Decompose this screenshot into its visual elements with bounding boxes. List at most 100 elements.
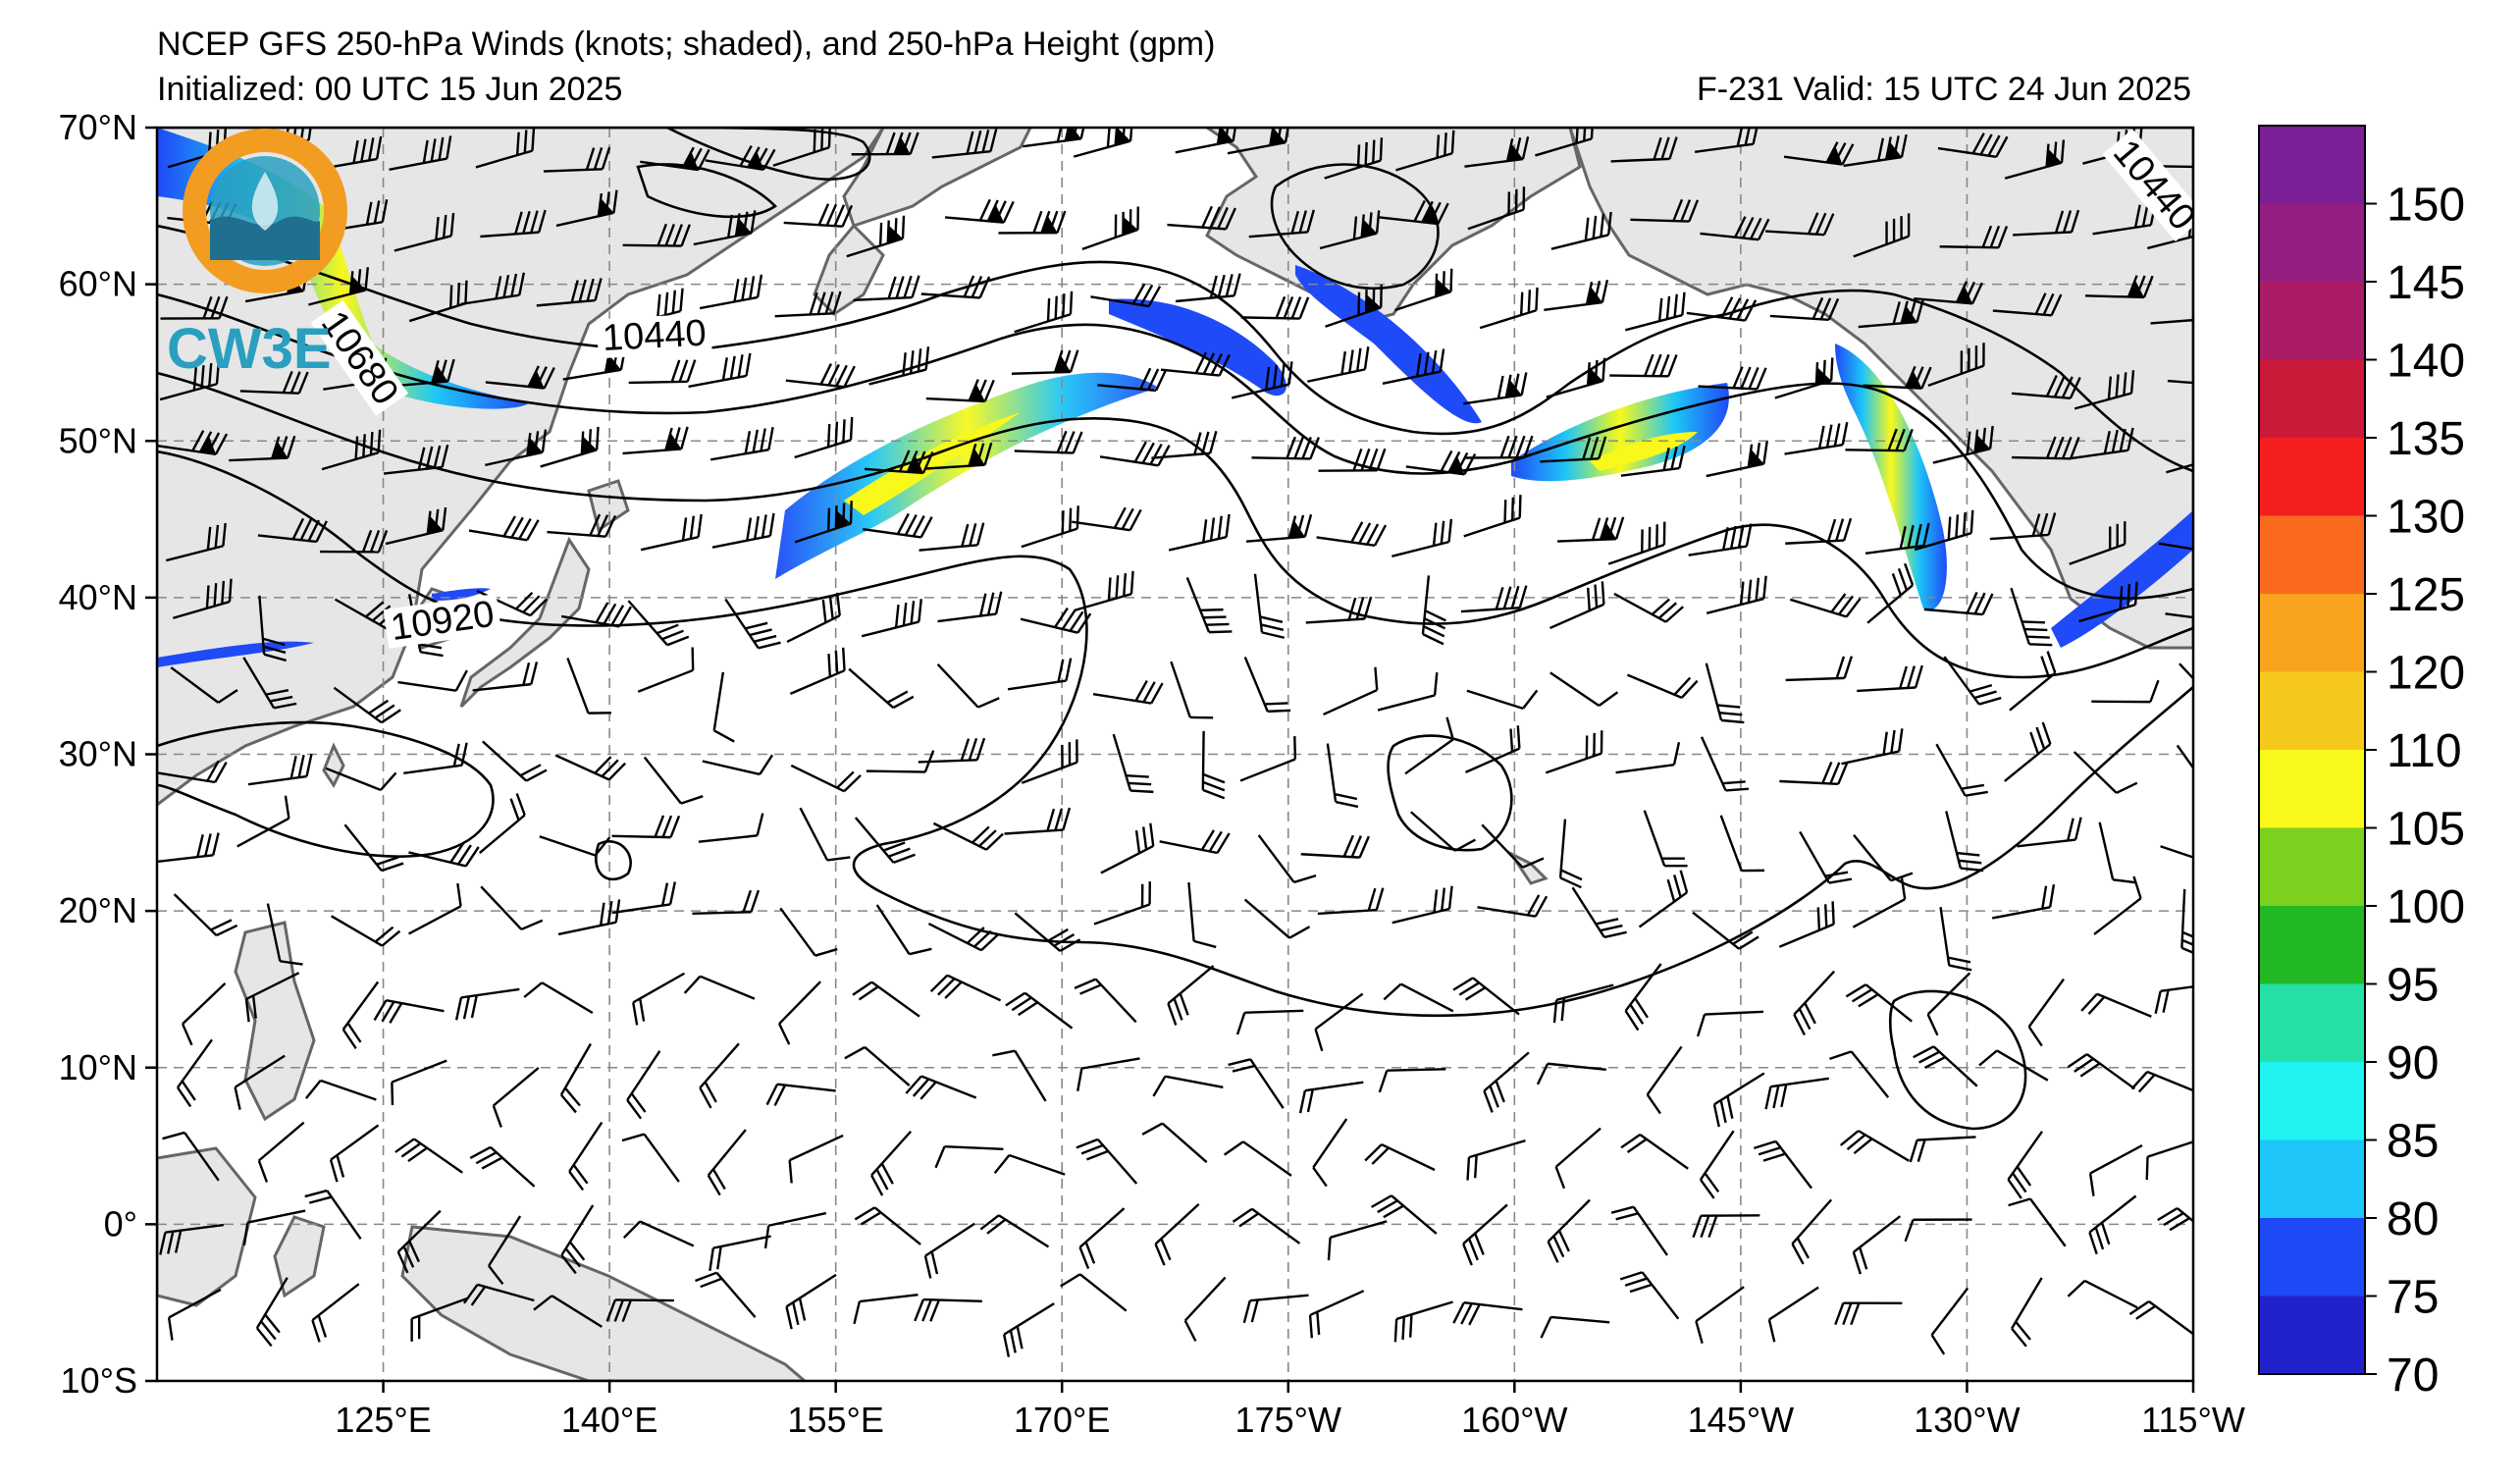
map-title: NCEP GFS 250-hPa Winds (knots; shaded), … [157, 26, 1216, 63]
wind-barb-icon [1785, 517, 1853, 545]
wind-barb-icon [325, 767, 397, 792]
wind-barb-icon [1989, 512, 2057, 541]
wind-barb-icon [2091, 679, 2160, 704]
land-japan [459, 536, 591, 709]
wind-barb-icon [640, 513, 703, 552]
wind-barb-icon [2004, 721, 2052, 782]
wind-barb-icon [247, 753, 313, 786]
wind-barb-icon [454, 987, 520, 1021]
wind-barb-icon [1257, 834, 1317, 884]
wind-barb-icon [1314, 992, 1364, 1052]
wind-barb-icon [1076, 1138, 1138, 1185]
wind-barb-icon [476, 589, 548, 617]
colorbar-segment [2259, 282, 2365, 360]
wind-barb-icon [2078, 581, 2138, 623]
wind-barb-icon [1791, 1198, 1833, 1265]
lon-tick-label: 125°E [335, 1400, 431, 1440]
wind-barb-icon [622, 426, 689, 455]
wind-barb-icon [1021, 505, 1079, 549]
wind-barb-icon [1248, 209, 1315, 238]
wind-barb-icon [785, 363, 856, 389]
wind-barb-icon [1540, 1315, 1610, 1339]
contour-second [157, 292, 2193, 600]
wind-barb-icon [1187, 882, 1217, 949]
wind-barb-icon [1643, 810, 1688, 868]
jet-core-pacific-west [775, 372, 1158, 579]
wind-barb-icon [1460, 585, 1528, 613]
wind-barb-icon [396, 1209, 442, 1274]
wind-barb-icon [258, 595, 288, 662]
wind-barb-icon [1002, 1302, 1055, 1357]
wind-barb-icon [304, 1079, 377, 1101]
wind-barb-icon [628, 359, 697, 385]
wind-barb-icon [547, 513, 617, 538]
wind-barb-icon [1112, 733, 1154, 794]
wind-barb-icon [1767, 1286, 1819, 1343]
wind-barb-icon [1090, 283, 1162, 308]
wind-barb-icon [2145, 1137, 2193, 1181]
wind-barb-icon [1864, 522, 1930, 556]
wind-barbs [157, 128, 2193, 1357]
wind-barb-icon [846, 215, 906, 258]
wind-barb-icon [333, 686, 401, 724]
wind-barb-icon [844, 1045, 911, 1086]
wind-barb-icon [1619, 1271, 1680, 1320]
wind-barb-icon [408, 882, 462, 935]
wind-barb-icon [1914, 509, 1974, 552]
wind-barb-icon [1866, 562, 1915, 624]
jet-core-central-inner [1590, 432, 1698, 471]
wind-barb-icon [468, 515, 540, 542]
wind-barb-icon [1081, 206, 1139, 250]
jet-alaska-streak [1295, 265, 1482, 424]
wind-barb-icon [162, 1131, 220, 1182]
wind-barb-icon [485, 365, 555, 390]
colorbar-segment [2259, 438, 2365, 516]
wind-barb-icon [1023, 128, 1087, 148]
wind-barb-icon [852, 980, 920, 1018]
wind-barb-icon [1853, 833, 1914, 882]
wind-barb-icon [868, 346, 930, 386]
wind-barb-icon [1625, 291, 1686, 332]
colorbar-label: 105 [2387, 804, 2465, 856]
wind-barb-icon [472, 662, 539, 692]
wind-barb-icon [688, 352, 752, 389]
wind-barb-icon [1841, 728, 1904, 766]
wind-barb-icon [2080, 992, 2152, 1018]
wind-barb-icon [853, 1293, 919, 1325]
wind-barb-icon [931, 129, 998, 159]
wind-barb-icon [637, 647, 695, 693]
wind-barb-icon [1712, 1072, 1765, 1128]
wind-barb-icon [1914, 281, 1984, 305]
wind-barb-icon [560, 602, 633, 628]
wind-barb-icon [854, 817, 916, 864]
wind-barb-icon [1778, 901, 1835, 948]
contour-fourth [157, 450, 2193, 1018]
wind-barb-icon [2158, 528, 2193, 555]
wind-barb-icon [255, 1277, 289, 1348]
wind-barb-icon [1769, 296, 1840, 322]
wind-barb-icon [543, 146, 611, 173]
wind-barb-icon [627, 600, 690, 647]
wind-barb-icon [1545, 730, 1603, 774]
contour-label-text: 10440 [602, 313, 708, 359]
wind-barb-icon [695, 1271, 757, 1318]
wind-barb-icon [329, 1124, 380, 1183]
wind-barb-icon [932, 821, 1004, 851]
colorbar-segment [2259, 1139, 2365, 1219]
wind-barb-icon [643, 756, 704, 805]
wind-barb-icon [1170, 661, 1214, 719]
wind-barb-icon [1235, 1009, 1304, 1035]
wind-barb-icon [1793, 970, 1836, 1036]
wind-barb-icon [2070, 427, 2134, 460]
wind-barb-icon [2007, 1131, 2043, 1199]
wind-barb-icon [1152, 1075, 1224, 1097]
colorbar-segment [2259, 359, 2365, 439]
wind-barb-icon [2069, 521, 2126, 565]
lon-tick-label: 140°E [561, 1400, 657, 1440]
logo-text: CW3E [167, 317, 332, 381]
wind-barb-icon [2067, 1053, 2136, 1090]
wind-barb-icon [1799, 830, 1853, 884]
wind-barb-icon [640, 146, 710, 172]
wind-barb-icon [1462, 1203, 1508, 1266]
